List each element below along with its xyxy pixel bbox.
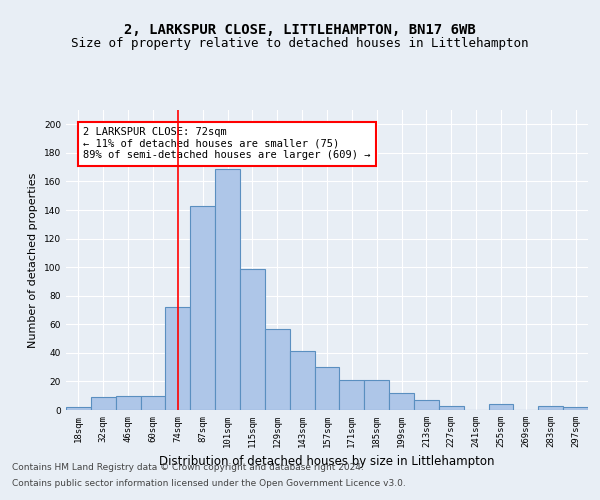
Bar: [389, 393, 414, 410]
Bar: [364, 380, 389, 410]
Bar: [91, 397, 116, 410]
Text: 2 LARKSPUR CLOSE: 72sqm
← 11% of detached houses are smaller (75)
89% of semi-de: 2 LARKSPUR CLOSE: 72sqm ← 11% of detache…: [83, 127, 371, 160]
Text: Contains public sector information licensed under the Open Government Licence v3: Contains public sector information licen…: [12, 478, 406, 488]
Text: Contains HM Land Registry data © Crown copyright and database right 2024.: Contains HM Land Registry data © Crown c…: [12, 464, 364, 472]
Bar: [563, 407, 588, 410]
Bar: [265, 328, 290, 410]
Bar: [290, 352, 314, 410]
Text: Size of property relative to detached houses in Littlehampton: Size of property relative to detached ho…: [71, 38, 529, 51]
Bar: [116, 396, 140, 410]
Bar: [66, 407, 91, 410]
Bar: [314, 367, 340, 410]
Bar: [414, 400, 439, 410]
X-axis label: Distribution of detached houses by size in Littlehampton: Distribution of detached houses by size …: [159, 456, 495, 468]
Bar: [439, 406, 464, 410]
Bar: [340, 380, 364, 410]
Bar: [140, 396, 166, 410]
Bar: [215, 168, 240, 410]
Y-axis label: Number of detached properties: Number of detached properties: [28, 172, 38, 348]
Text: 2, LARKSPUR CLOSE, LITTLEHAMPTON, BN17 6WB: 2, LARKSPUR CLOSE, LITTLEHAMPTON, BN17 6…: [124, 22, 476, 36]
Bar: [240, 268, 265, 410]
Bar: [538, 406, 563, 410]
Bar: [488, 404, 514, 410]
Bar: [190, 206, 215, 410]
Bar: [166, 307, 190, 410]
